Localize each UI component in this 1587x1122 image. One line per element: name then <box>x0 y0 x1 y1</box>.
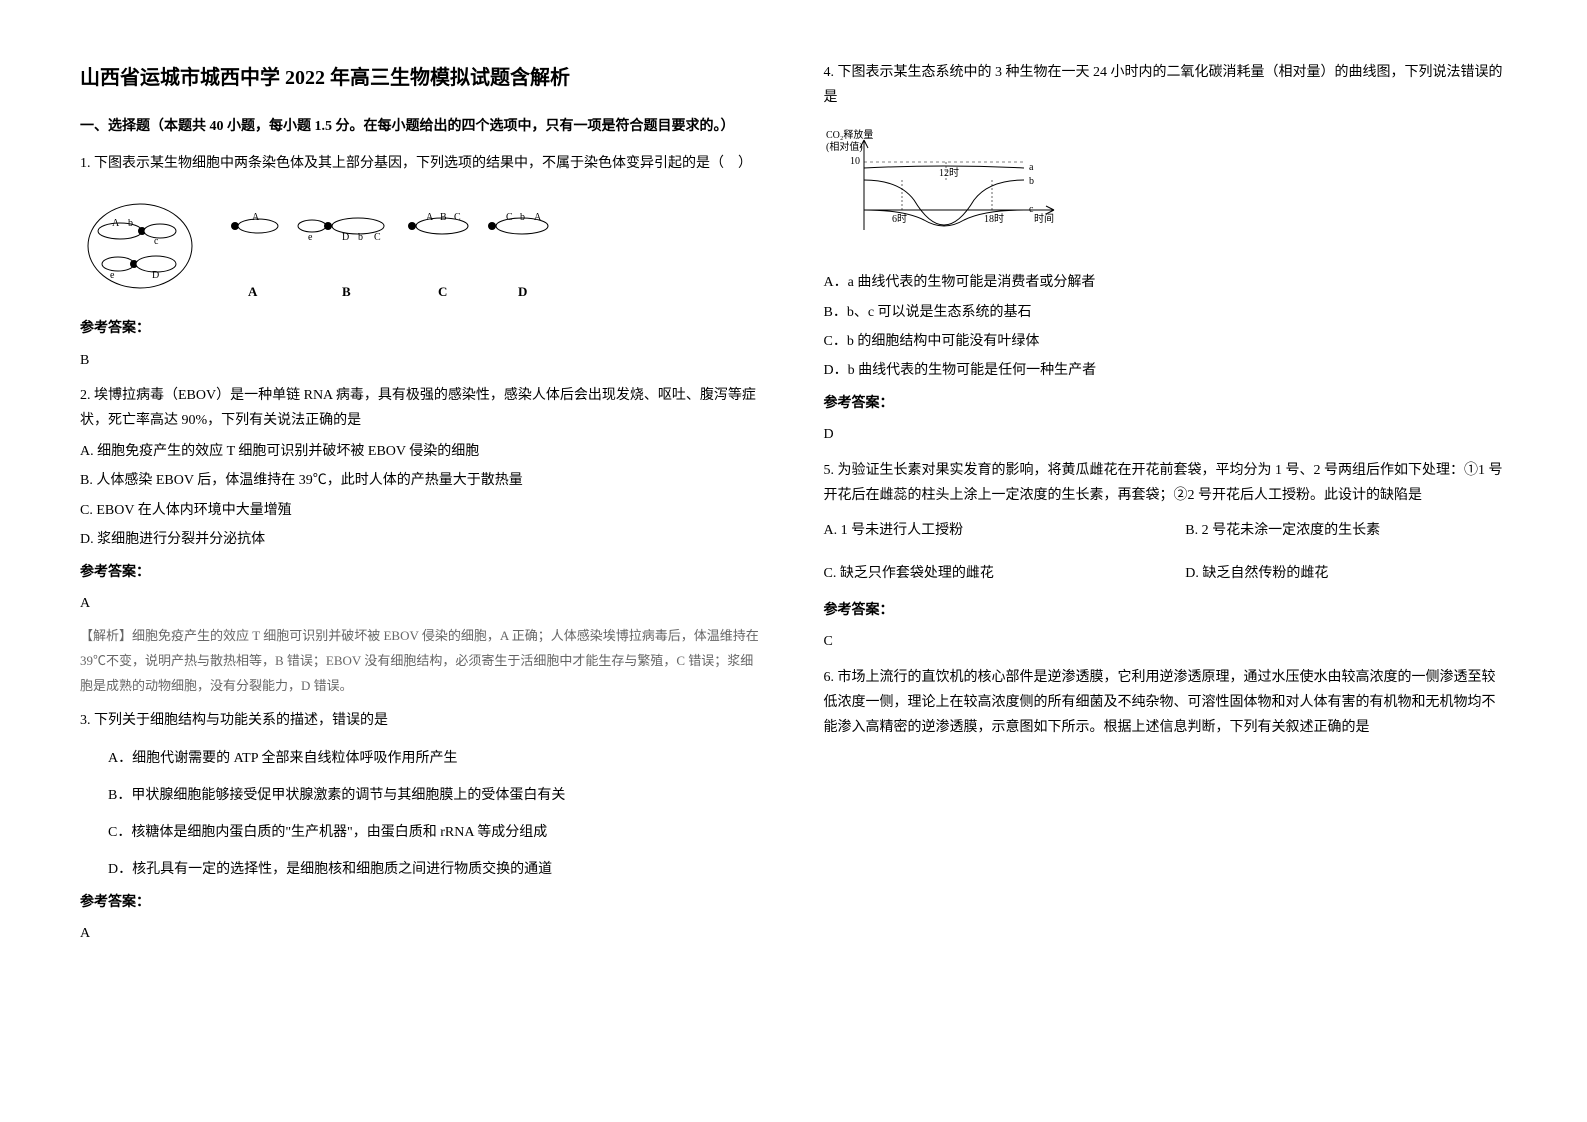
q2-option-c: C. EBOV 在人体内环境中大量增殖 <box>80 498 764 523</box>
q1-answer-label: 参考答案： <box>80 316 764 341</box>
svg-text:10: 10 <box>850 156 860 167</box>
q2-answer-label: 参考答案： <box>80 560 764 585</box>
svg-text:b: b <box>358 232 363 243</box>
q3-answer-label: 参考答案： <box>80 890 764 915</box>
svg-text:C: C <box>438 284 447 299</box>
q5-answer: C <box>824 629 1508 654</box>
q6-text: 6. 市场上流行的直饮机的核心部件是逆渗透膜，它利用逆渗透原理，通过水压使水由较… <box>824 665 1508 741</box>
q4-option-c: C．b 的细胞结构中可能没有叶绿体 <box>824 329 1508 354</box>
q4-option-d: D．b 曲线代表的生物可能是任何一种生产者 <box>824 358 1508 383</box>
svg-text:B: B <box>342 284 351 299</box>
svg-text:e: e <box>308 232 313 243</box>
svg-text:D: D <box>152 270 159 281</box>
q2-option-a: A. 细胞免疫产生的效应 T 细胞可识别并破坏被 EBOV 侵染的细胞 <box>80 439 764 464</box>
svg-text:e: e <box>110 270 115 281</box>
q3-option-d: D．核孔具有一定的选择性，是细胞核和细胞质之间进行物质交换的通道 <box>80 857 764 882</box>
question-1: 1. 下图表示某生物细胞中两条染色体及其上部分基因，下列选项的结果中，不属于染色… <box>80 151 764 373</box>
svg-text:C: C <box>506 212 513 223</box>
svg-text:D: D <box>342 232 349 243</box>
q1-figure: A b c e D A A e D b C B A <box>80 186 764 306</box>
svg-text:18时: 18时 <box>984 213 1004 225</box>
q4-text: 4. 下图表示某生态系统中的 3 种生物在一天 24 小时内的二氧化碳消耗量（相… <box>824 60 1508 110</box>
q4-figure: CO₂释放量 (相对值) 10 6时 12时 18时 时间 a b c <box>824 120 1508 260</box>
q4-option-a: A．a 曲线代表的生物可能是消费者或分解者 <box>824 270 1508 295</box>
q4-answer-label: 参考答案： <box>824 391 1508 416</box>
question-5: 5. 为验证生长素对果实发育的影响，将黄瓜雌花在开花前套袋，平均分为 1 号、2… <box>824 458 1508 655</box>
svg-text:A: A <box>252 212 260 223</box>
q1-text: 1. 下图表示某生物细胞中两条染色体及其上部分基因，下列选项的结果中，不属于染色… <box>80 151 764 176</box>
q3-option-b: B．甲状腺细胞能够接受促甲状腺激素的调节与其细胞膜上的受体蛋白有关 <box>80 783 764 808</box>
svg-text:b: b <box>1029 176 1034 187</box>
svg-text:a: a <box>1029 162 1034 173</box>
svg-text:C: C <box>454 212 461 223</box>
svg-text:12时: 12时 <box>939 167 959 179</box>
q4-option-b: B．b、c 可以说是生态系统的基石 <box>824 300 1508 325</box>
q5-option-c: C. 缺乏只作套袋处理的雌花 <box>824 561 1146 586</box>
svg-text:CO₂释放量: CO₂释放量 <box>826 128 873 141</box>
q4-answer: D <box>824 422 1508 447</box>
q2-option-b: B. 人体感染 EBOV 后，体温维持在 39℃，此时人体的产热量大于散热量 <box>80 468 764 493</box>
svg-text:A: A <box>534 212 542 223</box>
svg-text:A: A <box>426 212 434 223</box>
q3-option-c: C．核糖体是细胞内蛋白质的"生产机器"，由蛋白质和 rRNA 等成分组成 <box>80 820 764 845</box>
q5-option-d: D. 缺乏自然传粉的雌花 <box>1185 561 1507 586</box>
svg-text:6时: 6时 <box>892 213 907 225</box>
q5-text: 5. 为验证生长素对果实发育的影响，将黄瓜雌花在开花前套袋，平均分为 1 号、2… <box>824 458 1508 508</box>
q3-answer: A <box>80 921 764 946</box>
q3-text: 3. 下列关于细胞结构与功能关系的描述，错误的是 <box>80 708 764 733</box>
svg-text:b: b <box>128 218 133 229</box>
svg-text:D: D <box>518 284 527 299</box>
svg-text:时间: 时间 <box>1034 212 1054 225</box>
q1-answer: B <box>80 348 764 373</box>
q2-answer: A <box>80 591 764 616</box>
q5-answer-label: 参考答案： <box>824 598 1508 623</box>
q2-explanation: 【解析】细胞免疫产生的效应 T 细胞可识别并破坏被 EBOV 侵染的细胞，A 正… <box>80 624 764 698</box>
svg-text:C: C <box>374 232 381 243</box>
question-6: 6. 市场上流行的直饮机的核心部件是逆渗透膜，它利用逆渗透原理，通过水压使水由较… <box>824 665 1508 741</box>
svg-text:A: A <box>248 284 258 299</box>
question-2: 2. 埃博拉病毒（EBOV）是一种单链 RNA 病毒，具有极强的感染性，感染人体… <box>80 383 764 699</box>
question-4: 4. 下图表示某生态系统中的 3 种生物在一天 24 小时内的二氧化碳消耗量（相… <box>824 60 1508 448</box>
svg-text:(相对值): (相对值) <box>826 140 863 153</box>
svg-text:B: B <box>440 212 447 223</box>
question-3: 3. 下列关于细胞结构与功能关系的描述，错误的是 A．细胞代谢需要的 ATP 全… <box>80 708 764 946</box>
svg-text:b: b <box>520 212 525 223</box>
page-title: 山西省运城市城西中学 2022 年高三生物模拟试题含解析 <box>80 60 764 96</box>
svg-text:A: A <box>112 218 120 229</box>
svg-text:c: c <box>1029 204 1034 215</box>
q5-option-b: B. 2 号花未涂一定浓度的生长素 <box>1185 518 1507 543</box>
q5-option-a: A. 1 号未进行人工授粉 <box>824 518 1146 543</box>
q2-option-d: D. 浆细胞进行分裂并分泌抗体 <box>80 527 764 552</box>
section-header: 一、选择题（本题共 40 小题，每小题 1.5 分。在每小题给出的四个选项中，只… <box>80 114 764 139</box>
q2-text: 2. 埃博拉病毒（EBOV）是一种单链 RNA 病毒，具有极强的感染性，感染人体… <box>80 383 764 433</box>
svg-text:c: c <box>154 236 159 247</box>
q3-option-a: A．细胞代谢需要的 ATP 全部来自线粒体呼吸作用所产生 <box>80 746 764 771</box>
